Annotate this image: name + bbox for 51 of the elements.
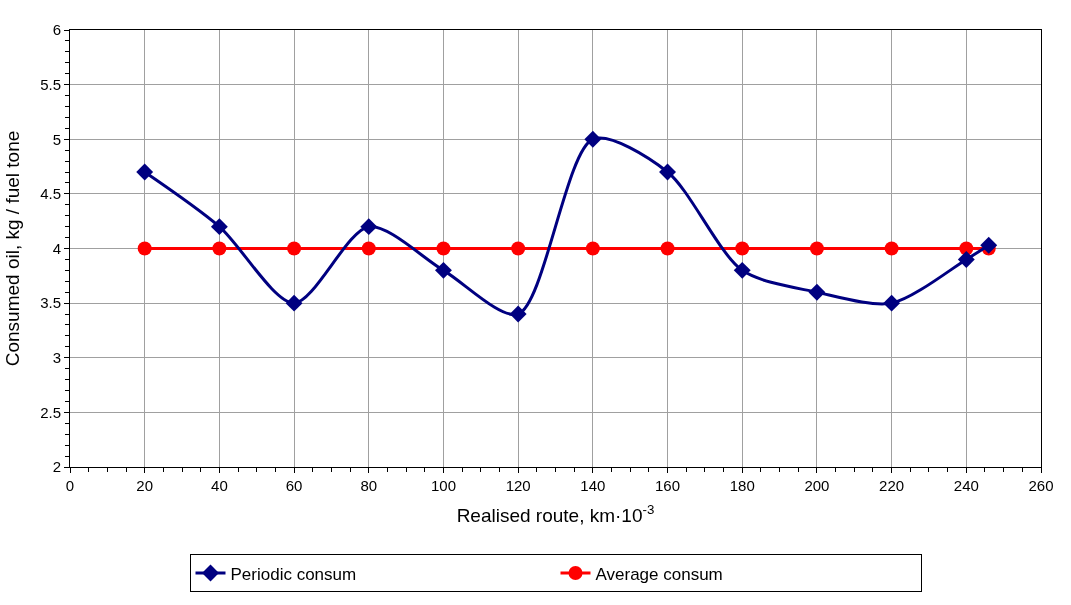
point (361, 241, 376, 256)
x-tick-label: 40 (211, 477, 228, 494)
point (436, 241, 451, 256)
x-tick-label: 120 (505, 477, 531, 494)
y-tick-label: 2 (52, 458, 61, 476)
y-tick-label: 5.5 (40, 75, 61, 93)
x-tick-label: 100 (430, 477, 456, 494)
point (659, 163, 676, 181)
y-tick-label: 2.5 (40, 403, 61, 421)
y-axis-title: Consumed oil, kg / fuel tone (1, 130, 23, 367)
point (980, 236, 998, 254)
point (735, 241, 750, 256)
point (287, 241, 302, 256)
point (733, 261, 751, 279)
point (660, 241, 675, 256)
point (808, 283, 826, 301)
point (585, 241, 600, 256)
x-tick-label: 0 (65, 477, 75, 494)
x-tick-label: 260 (1028, 477, 1054, 494)
point (285, 294, 303, 312)
point (136, 163, 154, 181)
legend-label: Periodic consum (230, 564, 357, 584)
point (212, 241, 227, 256)
point (809, 241, 824, 256)
x-axis-title: Realised route, km·10$^{-3}$ (456, 501, 655, 526)
point (957, 250, 975, 268)
point (435, 261, 452, 279)
x-tick-label: 160 (655, 477, 681, 494)
x-tick-label: 200 (804, 477, 830, 494)
y-tick-label: 5 (52, 130, 61, 148)
y-tick-label: 4.5 (40, 185, 61, 203)
point (137, 241, 152, 256)
y-tick-label: 3.5 (40, 294, 61, 312)
y-tick-label: 3 (52, 349, 61, 366)
x-tick-label: 60 (285, 477, 303, 494)
x-tick-label: 140 (580, 477, 606, 494)
x-tick-label: 80 (360, 477, 378, 494)
point (210, 218, 228, 236)
x-tick-label: 180 (729, 477, 755, 494)
point (883, 294, 901, 312)
y-tick-label: 4 (52, 239, 61, 257)
point (884, 241, 899, 256)
y-tick-label: 6 (52, 21, 61, 39)
point (511, 241, 526, 256)
legend-label: Average consum (595, 564, 723, 584)
x-tick-label: 240 (953, 477, 979, 494)
x-tick-label: 20 (136, 477, 154, 494)
x-tick-label: 220 (879, 477, 905, 494)
point (584, 130, 602, 148)
point (509, 305, 527, 323)
point (360, 218, 378, 236)
